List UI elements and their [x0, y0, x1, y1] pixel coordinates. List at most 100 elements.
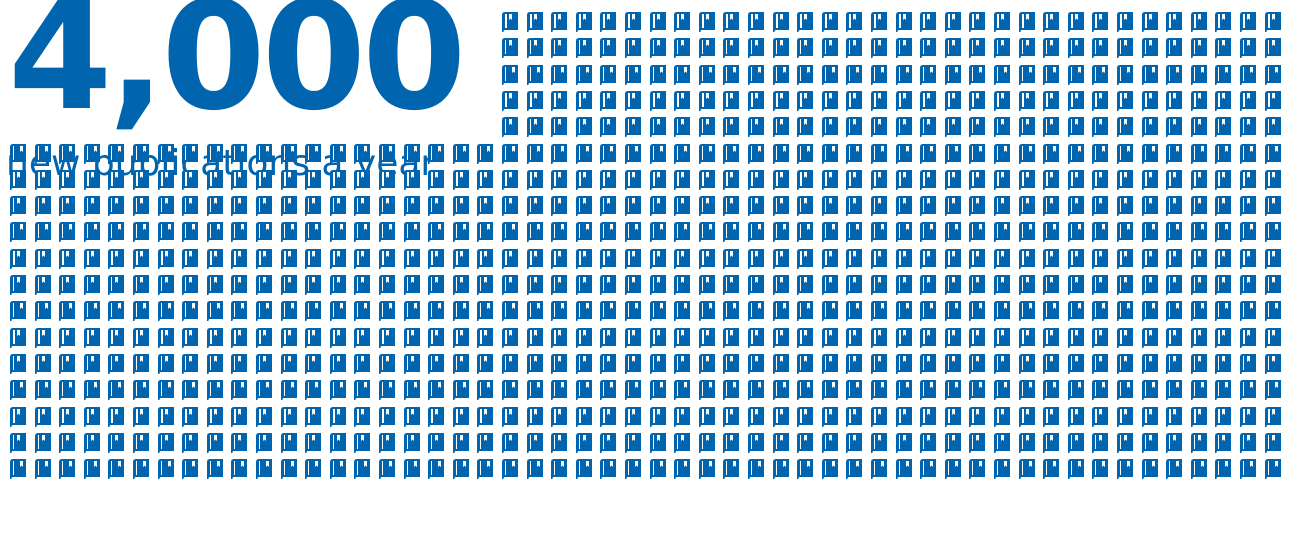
book-icon — [1141, 64, 1158, 85]
book-icon — [575, 459, 592, 480]
book-icon — [846, 301, 863, 322]
book-icon — [625, 301, 641, 322]
book-icon — [1117, 459, 1133, 480]
book-icon — [1166, 248, 1183, 269]
book-icon — [600, 248, 617, 269]
book-icon — [625, 275, 641, 295]
book-icon — [10, 169, 26, 190]
book-icon — [1166, 406, 1183, 427]
book-icon — [83, 301, 100, 322]
book-icon — [649, 64, 666, 85]
book-icon — [821, 327, 838, 348]
book-icon — [1018, 169, 1035, 190]
book-icon — [1141, 143, 1158, 164]
book-icon — [944, 143, 961, 164]
book-icon — [329, 459, 346, 480]
book-icon — [526, 248, 543, 269]
book-icon — [723, 169, 740, 190]
book-icon — [723, 38, 740, 59]
book-icon — [452, 327, 469, 348]
book-icon — [1215, 275, 1232, 295]
book-icon — [821, 432, 838, 453]
book-icon — [920, 64, 937, 85]
book-icon — [748, 143, 764, 164]
book-icon — [133, 380, 149, 401]
book-icon — [1117, 275, 1133, 295]
book-icon — [10, 222, 26, 243]
book-icon — [1117, 380, 1133, 401]
book-icon — [1117, 301, 1133, 322]
book-icon — [477, 406, 494, 427]
publication-count: 4,000 — [8, 0, 466, 144]
book-icon — [969, 222, 986, 243]
book-icon — [895, 12, 912, 32]
book-icon — [600, 117, 617, 138]
book-icon — [1018, 90, 1035, 111]
book-icon — [895, 406, 912, 427]
book-icon — [108, 301, 125, 322]
book-icon — [452, 432, 469, 453]
book-icon — [871, 432, 887, 453]
book-icon — [428, 406, 445, 427]
book-icon — [379, 301, 395, 322]
book-icon — [920, 117, 937, 138]
book-icon — [797, 353, 814, 374]
book-icon — [526, 64, 543, 85]
book-icon — [1166, 222, 1183, 243]
book-icon — [1190, 90, 1207, 111]
book-icon — [1240, 353, 1256, 374]
book-icon — [1092, 90, 1109, 111]
book-icon — [108, 222, 125, 243]
book-icon — [452, 196, 469, 217]
book-icon — [477, 459, 494, 480]
book-icon — [1018, 38, 1035, 59]
book-icon — [1264, 301, 1281, 322]
book-icon — [772, 353, 789, 374]
book-icon — [600, 64, 617, 85]
book-icon — [649, 432, 666, 453]
book-icon — [821, 143, 838, 164]
book-icon — [231, 301, 248, 322]
book-icon — [108, 275, 125, 295]
book-icon — [772, 301, 789, 322]
book-icon — [305, 406, 322, 427]
book-icon — [1166, 301, 1183, 322]
book-icon — [600, 196, 617, 217]
book-icon — [1264, 90, 1281, 111]
book-icon — [797, 117, 814, 138]
book-icon — [403, 275, 420, 295]
book-icon — [600, 301, 617, 322]
book-icon — [502, 353, 518, 374]
book-icon — [1141, 169, 1158, 190]
book-icon — [1018, 143, 1035, 164]
book-icon — [182, 169, 199, 190]
book-icon — [575, 380, 592, 401]
book-icon — [846, 459, 863, 480]
book-icon — [674, 275, 691, 295]
book-icon — [846, 12, 863, 32]
book-icon — [1141, 117, 1158, 138]
book-icon — [1092, 169, 1109, 190]
book-icon — [305, 275, 322, 295]
book-icon — [526, 196, 543, 217]
book-icon — [502, 64, 518, 85]
book-icon — [551, 64, 568, 85]
book-icon — [133, 169, 149, 190]
book-icon — [1043, 169, 1060, 190]
book-icon — [944, 12, 961, 32]
book-icon — [329, 143, 346, 164]
book-icon — [182, 459, 199, 480]
book-icon — [1043, 301, 1060, 322]
book-icon — [502, 406, 518, 427]
book-icon — [10, 196, 26, 217]
book-icon — [821, 301, 838, 322]
book-icon — [502, 117, 518, 138]
book-icon — [502, 196, 518, 217]
book-icon — [305, 169, 322, 190]
book-icon — [772, 38, 789, 59]
book-icon — [1141, 90, 1158, 111]
book-icon — [502, 432, 518, 453]
book-icon — [821, 248, 838, 269]
book-icon — [1190, 432, 1207, 453]
